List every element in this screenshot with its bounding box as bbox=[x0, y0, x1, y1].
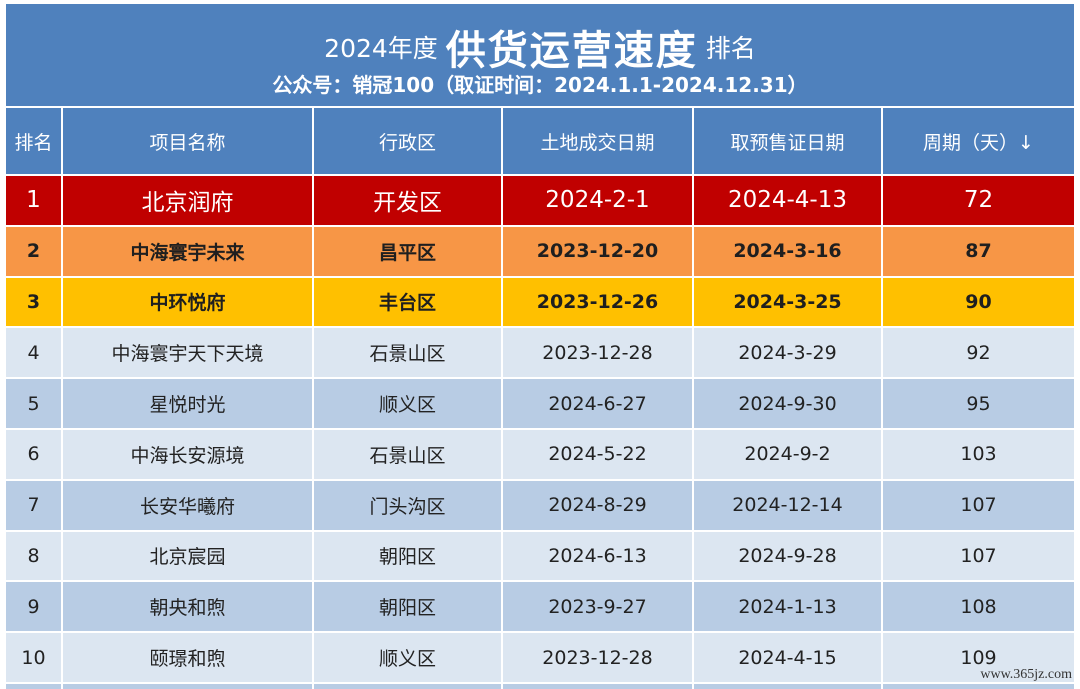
cell-rank: 4 bbox=[6, 327, 63, 380]
cell-project-name: 中海寰宇天下天境 bbox=[62, 327, 314, 380]
header-land-date: 土地成交日期 bbox=[502, 108, 694, 176]
watermark: www.365jz.com bbox=[980, 667, 1072, 682]
header-rank: 排名 bbox=[6, 108, 63, 176]
table-row: 7 长安华曦府 门头沟区 2024-8-29 2024-12-14 107 bbox=[6, 479, 1074, 532]
table-row: 1 北京润府 开发区 2024-2-1 2024-4-13 72 bbox=[6, 175, 1074, 227]
cell-district: 开发区 bbox=[313, 175, 503, 227]
cell-presale-date: 2024-3-25 bbox=[693, 276, 883, 329]
cell-project-name: 长安华曦府 bbox=[62, 479, 314, 532]
title-main: 供货运营速度 bbox=[445, 28, 698, 74]
cell-project-name: 中海寰宇未来 bbox=[62, 225, 314, 278]
title-prefix: 2024年度 bbox=[324, 34, 438, 63]
cell-presale-date: 2024-3-16 bbox=[693, 225, 883, 278]
cell-district: 朝阳区 bbox=[313, 530, 503, 583]
cell-rank: 9 bbox=[6, 581, 63, 634]
cell-land-date: 2024-6-13 bbox=[502, 530, 694, 583]
cell-cycle-days: 108 bbox=[882, 581, 1074, 634]
cell-rank: 10 bbox=[6, 632, 63, 684]
table-row-partial bbox=[6, 682, 1074, 689]
cell-cycle-days: 103 bbox=[882, 428, 1074, 481]
cell-presale-date: 2024-3-29 bbox=[693, 327, 883, 380]
cell-land-date: 2024-8-29 bbox=[502, 479, 694, 532]
cell-cycle-days: 90 bbox=[882, 276, 1074, 329]
ranking-table: 排名 项目名称 行政区 土地成交日期 取预售证日期 周期（天）↓ 1 北京润府 … bbox=[6, 108, 1074, 689]
cell-rank: 5 bbox=[6, 378, 63, 430]
header-cycle-days: 周期（天）↓ bbox=[882, 108, 1074, 176]
table-header-row: 排名 项目名称 行政区 土地成交日期 取预售证日期 周期（天）↓ bbox=[6, 108, 1074, 176]
cell-district: 顺义区 bbox=[313, 632, 503, 684]
table-row: 10 颐璟和煦 顺义区 2023-12-28 2024-4-15 109 bbox=[6, 632, 1074, 684]
cell-district: 顺义区 bbox=[313, 378, 503, 430]
header-project-name: 项目名称 bbox=[62, 108, 314, 176]
cell-project-name: 北京宸园 bbox=[62, 530, 314, 583]
page-title: 2024年度 供货运营速度 排名 bbox=[6, 4, 1074, 74]
cell-land-date: 2023-12-28 bbox=[502, 632, 694, 684]
cell-rank: 7 bbox=[6, 479, 63, 532]
cell-project-name: 颐璟和煦 bbox=[62, 632, 314, 684]
cell-district: 丰台区 bbox=[313, 276, 503, 329]
cell-land-date: 2024-5-22 bbox=[502, 428, 694, 481]
cell-cycle-days: 87 bbox=[882, 225, 1074, 278]
cell-district: 昌平区 bbox=[313, 225, 503, 278]
title-band: 2024年度 供货运营速度 排名 公众号：销冠100（取证时间：2024.1.1-2… bbox=[6, 4, 1074, 108]
header-presale-date: 取预售证日期 bbox=[693, 108, 883, 176]
cell-cycle-days: 109 bbox=[882, 632, 1074, 684]
cell-land-date: 2023-9-27 bbox=[502, 581, 694, 634]
cell-presale-date: 2024-4-13 bbox=[693, 175, 883, 227]
ranking-sheet: 2024年度 供货运营速度 排名 公众号：销冠100（取证时间：2024.1.1-2… bbox=[6, 4, 1074, 689]
header-district: 行政区 bbox=[313, 108, 503, 176]
cell-rank: 6 bbox=[6, 428, 63, 481]
cell-project-name: 中海长安源境 bbox=[62, 428, 314, 481]
cell-project-name: 中环悦府 bbox=[62, 276, 314, 329]
table-row: 3 中环悦府 丰台区 2023-12-26 2024-3-25 90 bbox=[6, 276, 1074, 329]
page-subtitle: 公众号：销冠100（取证时间：2024.1.1-2024.12.31） bbox=[272, 73, 808, 97]
cell-cycle-days: 95 bbox=[882, 378, 1074, 430]
table-row: 6 中海长安源境 石景山区 2024-5-22 2024-9-2 103 bbox=[6, 428, 1074, 481]
cell-presale-date: 2024-9-30 bbox=[693, 378, 883, 430]
cell-rank: 2 bbox=[6, 225, 63, 278]
cell-presale-date: 2024-9-2 bbox=[693, 428, 883, 481]
cell-presale-date: 2024-1-13 bbox=[693, 581, 883, 634]
table-row: 4 中海寰宇天下天境 石景山区 2023-12-28 2024-3-29 92 bbox=[6, 327, 1074, 380]
table-row: 9 朝央和煦 朝阳区 2023-9-27 2024-1-13 108 bbox=[6, 581, 1074, 634]
cell-land-date: 2023-12-26 bbox=[502, 276, 694, 329]
cell-cycle-days: 92 bbox=[882, 327, 1074, 380]
title-suffix: 排名 bbox=[705, 34, 756, 63]
table-row: 8 北京宸园 朝阳区 2024-6-13 2024-9-28 107 bbox=[6, 530, 1074, 583]
cell-presale-date: 2024-4-15 bbox=[693, 632, 883, 684]
cell-district: 门头沟区 bbox=[313, 479, 503, 532]
cell-presale-date: 2024-9-28 bbox=[693, 530, 883, 583]
cell-district: 朝阳区 bbox=[313, 581, 503, 634]
cell-land-date: 2024-6-27 bbox=[502, 378, 694, 430]
cell-cycle-days: 107 bbox=[882, 479, 1074, 532]
cell-land-date: 2024-2-1 bbox=[502, 175, 694, 227]
cell-rank: 8 bbox=[6, 530, 63, 583]
table-row: 5 星悦时光 顺义区 2024-6-27 2024-9-30 95 bbox=[6, 378, 1074, 430]
cell-presale-date: 2024-12-14 bbox=[693, 479, 883, 532]
cell-project-name: 星悦时光 bbox=[62, 378, 314, 430]
cell-project-name: 北京润府 bbox=[62, 175, 314, 227]
cell-cycle-days: 107 bbox=[882, 530, 1074, 583]
cell-land-date: 2023-12-28 bbox=[502, 327, 694, 380]
cell-rank: 3 bbox=[6, 276, 63, 329]
cell-cycle-days: 72 bbox=[882, 175, 1074, 227]
cell-land-date: 2023-12-20 bbox=[502, 225, 694, 278]
table-row: 2 中海寰宇未来 昌平区 2023-12-20 2024-3-16 87 bbox=[6, 225, 1074, 278]
cell-rank: 1 bbox=[6, 175, 63, 227]
cell-project-name: 朝央和煦 bbox=[62, 581, 314, 634]
cell-district: 石景山区 bbox=[313, 327, 503, 380]
cell-district: 石景山区 bbox=[313, 428, 503, 481]
